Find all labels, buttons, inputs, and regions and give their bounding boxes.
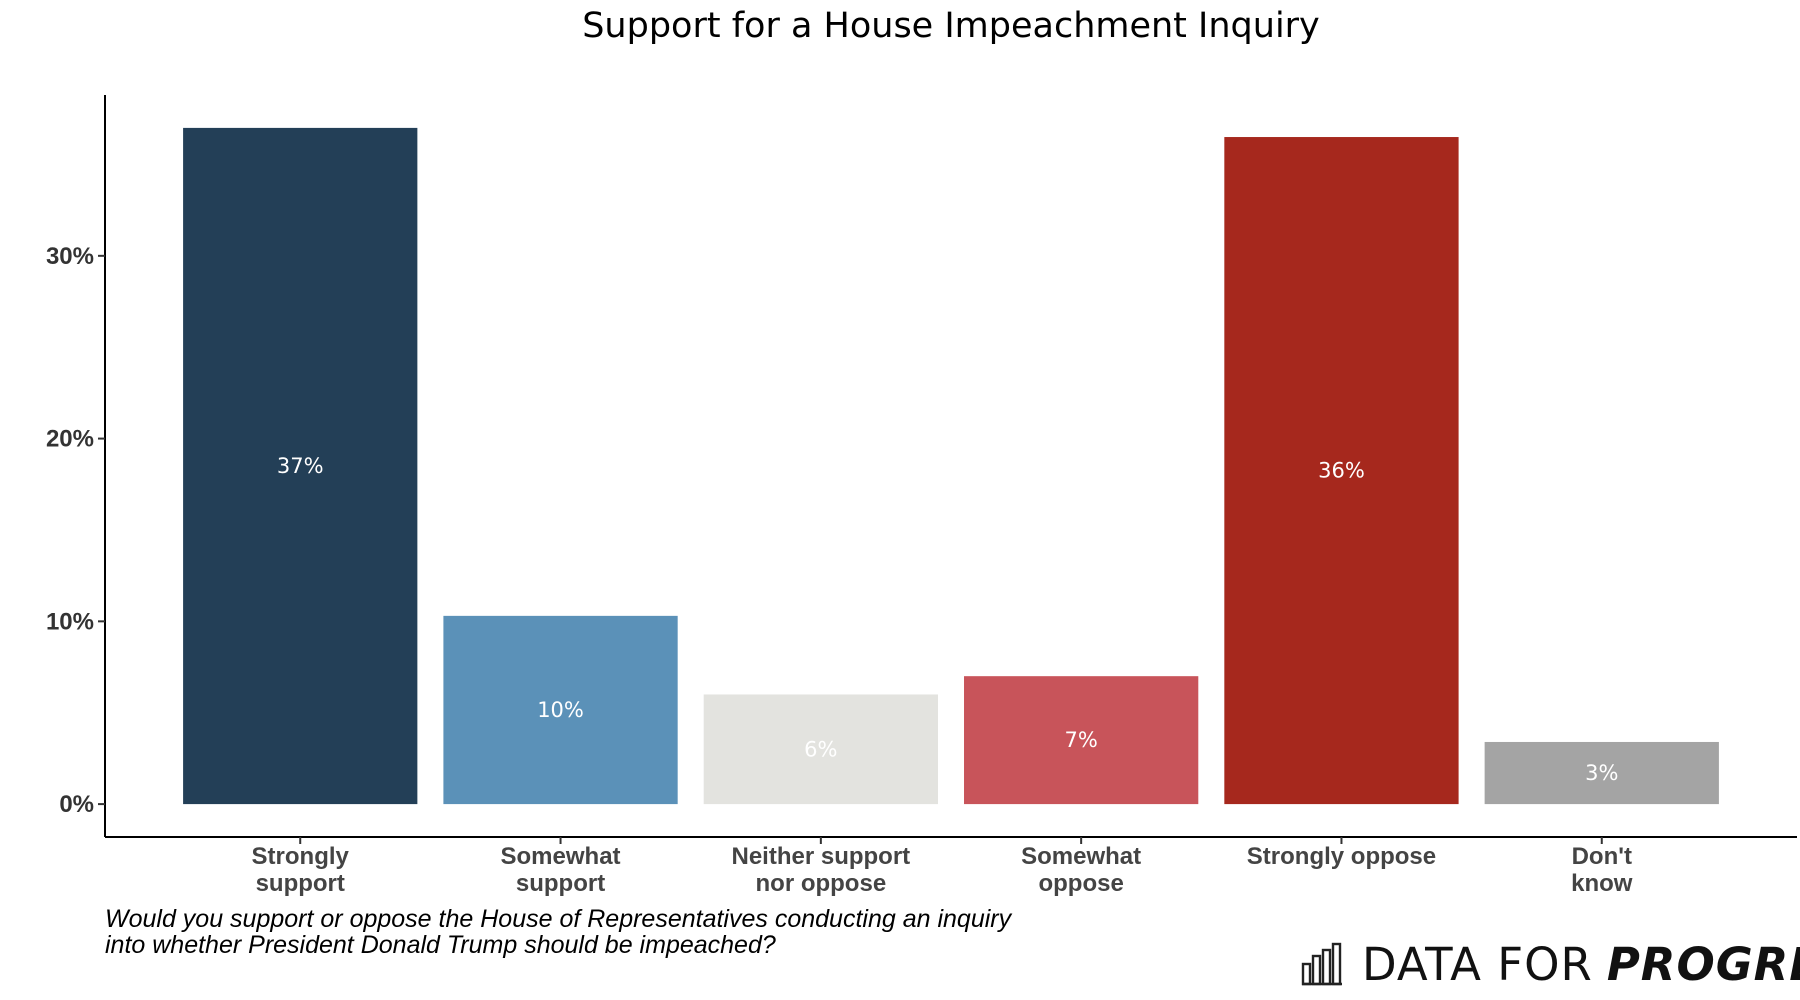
bar-1 xyxy=(443,615,678,805)
category-label-2-line-1: nor oppose xyxy=(756,870,887,897)
bar-chart-icon xyxy=(1301,942,1342,986)
category-label-5-line-1: know xyxy=(1571,870,1633,897)
bar-4 xyxy=(1224,137,1459,805)
logo-text-bold: PROGRESS xyxy=(1606,937,1800,991)
y-tick-label-1: 10% xyxy=(46,608,94,635)
caption-line-2: into whether President Donald Trump shou… xyxy=(105,931,776,959)
bar-3 xyxy=(964,676,1199,805)
category-label-3: Somewhat oppose xyxy=(1021,843,1141,897)
y-tick-label-3: 30% xyxy=(46,243,94,270)
bars-group xyxy=(183,127,1719,805)
chart-title: Support for a House Impeachment Inquiry xyxy=(582,6,1320,46)
question-caption: Would you support or oppose the House of… xyxy=(105,906,1065,958)
category-label-4-line-0: Strongly oppose xyxy=(1247,843,1436,870)
category-label-2-line-0: Neither support xyxy=(732,843,911,870)
bar-0 xyxy=(183,127,418,805)
category-label-1-line-1: support xyxy=(516,870,605,897)
category-label-1-line-0: Somewhat xyxy=(501,843,621,870)
category-label-4: Strongly oppose xyxy=(1247,843,1436,870)
data-for-progress-logo: DATA FOR PROGRESS xyxy=(1300,936,1800,992)
bar-5 xyxy=(1484,741,1719,805)
category-label-3-line-1: oppose xyxy=(1038,870,1123,897)
bar-2 xyxy=(703,694,938,805)
caption-line-1: Would you support or oppose the House of… xyxy=(105,905,1012,933)
category-label-5: Don't know xyxy=(1571,843,1633,897)
data-label-5: 3% xyxy=(1585,761,1618,785)
data-label-3: 7% xyxy=(1064,728,1097,752)
data-label-2: 6% xyxy=(804,737,837,761)
category-label-5-line-0: Don't xyxy=(1572,843,1632,870)
y-axis: 0% 10% 20% 30% xyxy=(46,95,106,837)
data-label-4: 36% xyxy=(1318,459,1365,483)
category-label-0: Strongly support xyxy=(252,843,350,897)
data-label-1: 10% xyxy=(537,698,584,722)
data-label-0: 37% xyxy=(277,454,324,478)
logo-text-light: DATA FOR xyxy=(1362,937,1593,991)
y-tick-label-0: 0% xyxy=(59,791,94,818)
y-tick-label-2: 20% xyxy=(46,426,94,453)
category-label-0-line-1: support xyxy=(256,870,345,897)
category-label-2: Neither support nor oppose xyxy=(732,843,911,897)
data-labels-group: 37% 10% 6% 7% 36% 3% xyxy=(277,454,1619,785)
category-label-0-line-0: Strongly xyxy=(252,843,350,870)
category-label-1: Somewhat support xyxy=(501,843,621,897)
category-label-3-line-0: Somewhat xyxy=(1021,843,1141,870)
